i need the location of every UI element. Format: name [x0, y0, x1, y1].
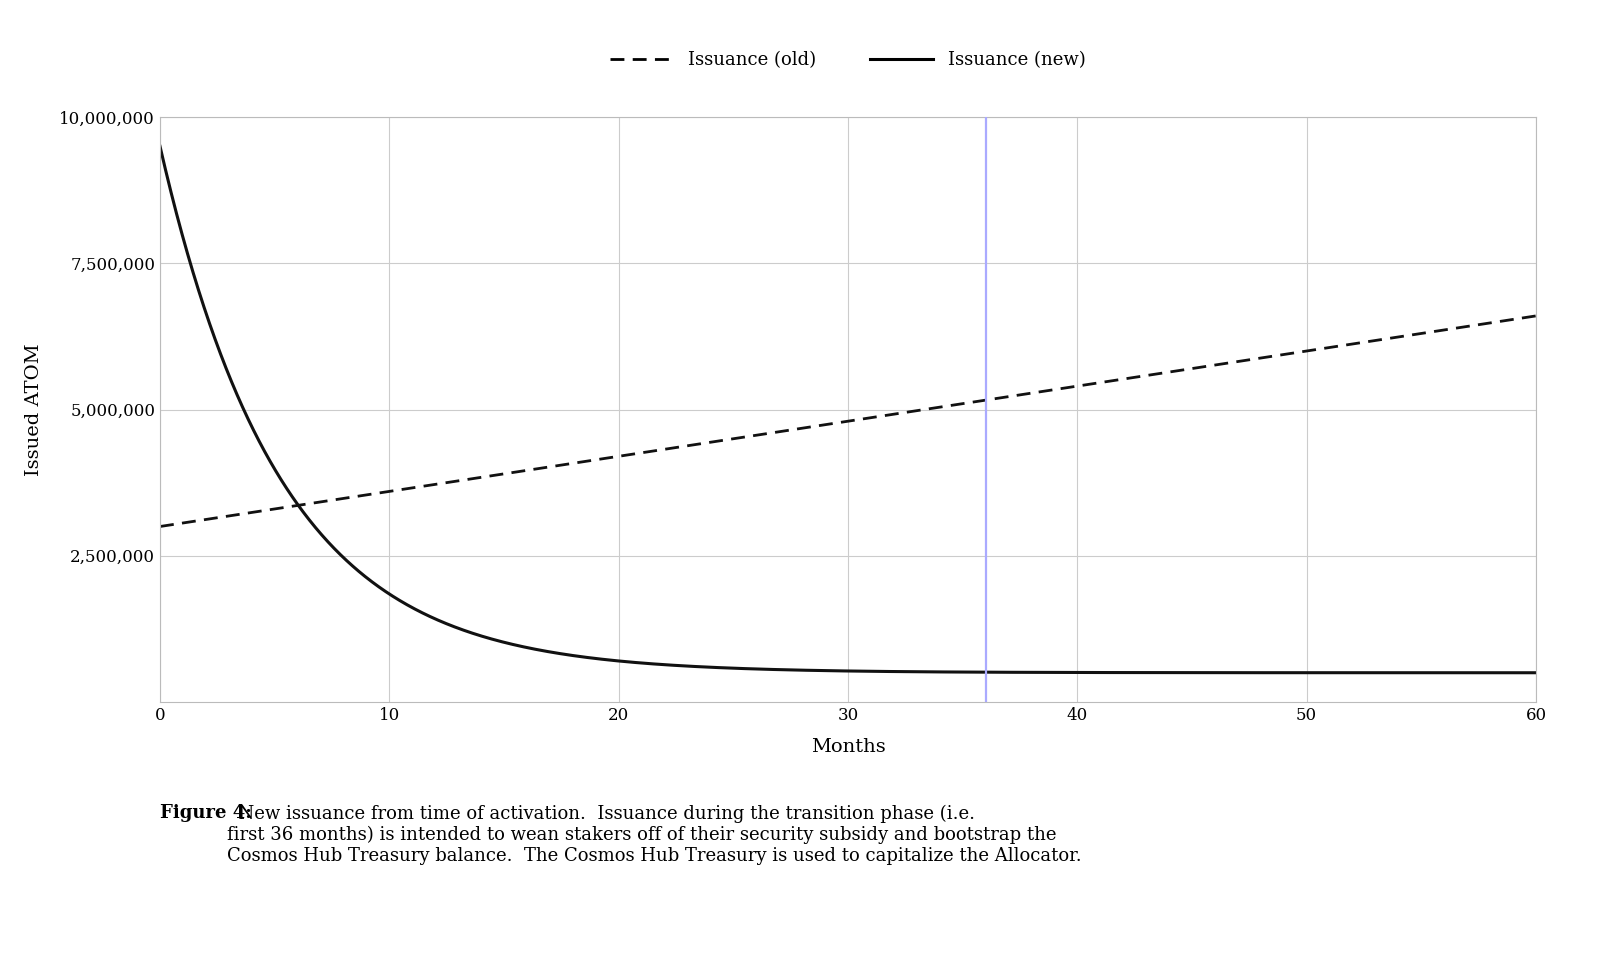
Y-axis label: Issued ATOM: Issued ATOM: [24, 343, 43, 476]
X-axis label: Months: Months: [811, 738, 885, 756]
Text: Figure 4:: Figure 4:: [160, 804, 251, 822]
Text: New issuance from time of activation.  Issuance during the transition phase (i.e: New issuance from time of activation. Is…: [227, 804, 1082, 865]
Legend: Issuance (old), Issuance (new): Issuance (old), Issuance (new): [603, 44, 1093, 77]
